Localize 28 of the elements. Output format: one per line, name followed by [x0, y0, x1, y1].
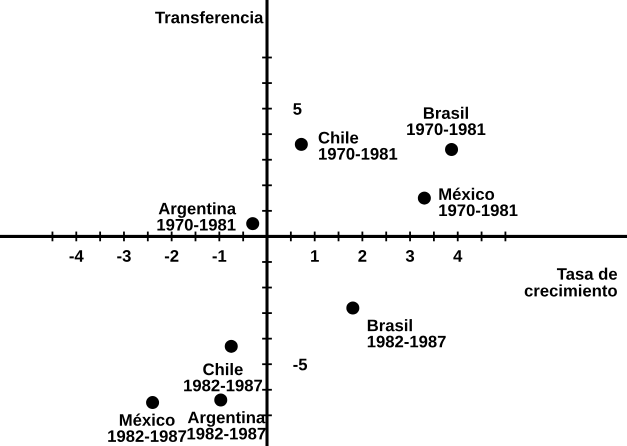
- annotation: Argentina 1982-1987: [188, 411, 266, 440]
- annotation: Brasil 1982-1987: [368, 319, 446, 348]
- point: [346, 301, 360, 314]
- x-tick-label: -1: [212, 250, 226, 262]
- point: [418, 192, 431, 205]
- x-tick-label: 1: [311, 250, 319, 262]
- annotation: Brasil 1970-1981: [407, 106, 486, 136]
- annotation: Chile 1970-1981: [318, 131, 398, 160]
- x-tick-label: 2: [358, 250, 366, 262]
- annotation: Argentina 1970-1981: [157, 202, 236, 231]
- y-tick-label: 5: [293, 103, 302, 115]
- x-tick-label: 4: [453, 250, 462, 262]
- x-axis-title: Tasa de crecimiento: [524, 268, 618, 297]
- annotation: México 1982-1987: [108, 414, 186, 442]
- y-tick-label: -5: [293, 358, 308, 370]
- y-axis-title: Transferencia: [155, 11, 264, 24]
- point: [294, 138, 308, 151]
- point: [224, 340, 238, 353]
- point: [214, 393, 228, 406]
- point: [246, 217, 260, 230]
- x-tick-label: 3: [406, 250, 414, 262]
- x-tick-label: -4: [70, 250, 84, 262]
- annotation: Chile 1982-1987: [184, 362, 262, 392]
- point: [445, 143, 458, 156]
- annotation: México 1970-1981: [439, 188, 518, 216]
- x-tick-label: -2: [164, 250, 178, 262]
- x-tick-label: -3: [117, 250, 131, 262]
- point: [146, 396, 160, 410]
